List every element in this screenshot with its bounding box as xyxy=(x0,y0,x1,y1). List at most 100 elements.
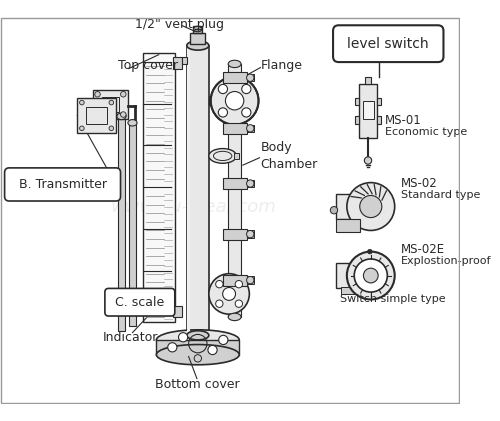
Bar xyxy=(356,268,366,283)
Circle shape xyxy=(364,268,378,283)
Bar xyxy=(222,72,246,83)
Bar xyxy=(222,229,246,240)
Bar xyxy=(193,26,202,33)
Circle shape xyxy=(218,108,228,117)
Ellipse shape xyxy=(210,77,258,125)
Circle shape xyxy=(109,100,114,105)
Text: level switch: level switch xyxy=(348,37,429,51)
Bar xyxy=(234,153,239,159)
Ellipse shape xyxy=(128,120,137,126)
Circle shape xyxy=(330,207,338,214)
Ellipse shape xyxy=(228,60,241,68)
Circle shape xyxy=(347,183,395,230)
Circle shape xyxy=(347,252,395,299)
Bar xyxy=(222,178,246,189)
Circle shape xyxy=(194,354,202,362)
Circle shape xyxy=(246,230,254,238)
Circle shape xyxy=(246,74,254,81)
Circle shape xyxy=(178,333,188,342)
Ellipse shape xyxy=(156,330,239,350)
Bar xyxy=(377,98,381,105)
Bar xyxy=(129,123,136,326)
Bar xyxy=(190,33,205,44)
Bar xyxy=(366,77,371,84)
Bar xyxy=(336,194,354,219)
Ellipse shape xyxy=(187,41,209,50)
Circle shape xyxy=(235,300,242,307)
Bar xyxy=(187,45,209,336)
Bar xyxy=(336,263,356,288)
Bar xyxy=(187,45,190,336)
Circle shape xyxy=(216,300,223,307)
Text: Standard type: Standard type xyxy=(401,189,480,200)
Text: C. scale: C. scale xyxy=(115,296,164,309)
Bar xyxy=(246,180,254,187)
Circle shape xyxy=(120,91,126,97)
Circle shape xyxy=(109,126,114,131)
Circle shape xyxy=(80,126,84,131)
Text: Indicator: Indicator xyxy=(103,330,158,344)
Text: Top cover: Top cover xyxy=(118,59,178,72)
Bar xyxy=(222,274,246,286)
Text: Body
Chamber: Body Chamber xyxy=(260,141,318,171)
Text: www.bu-ideal.com: www.bu-ideal.com xyxy=(110,197,276,216)
Circle shape xyxy=(246,180,254,187)
Text: Flange: Flange xyxy=(260,59,302,72)
Text: MS-01: MS-01 xyxy=(384,115,422,128)
Circle shape xyxy=(120,112,126,117)
Bar xyxy=(336,219,359,232)
Circle shape xyxy=(235,280,242,288)
Ellipse shape xyxy=(209,274,250,314)
Ellipse shape xyxy=(228,313,241,321)
Circle shape xyxy=(360,195,382,218)
Circle shape xyxy=(208,345,217,354)
FancyBboxPatch shape xyxy=(333,25,444,62)
Bar xyxy=(173,306,182,317)
Circle shape xyxy=(242,108,251,117)
Text: B. Transmitter: B. Transmitter xyxy=(18,178,106,191)
Bar xyxy=(246,125,254,132)
Circle shape xyxy=(242,85,251,93)
Bar xyxy=(182,56,187,64)
Bar xyxy=(188,330,207,343)
Bar xyxy=(78,98,116,133)
Bar xyxy=(355,116,359,124)
Circle shape xyxy=(246,277,254,284)
Ellipse shape xyxy=(209,149,236,163)
Bar xyxy=(355,98,359,105)
Bar xyxy=(246,230,254,238)
Circle shape xyxy=(80,100,84,105)
Circle shape xyxy=(95,112,100,117)
Bar xyxy=(362,101,374,119)
Bar xyxy=(377,116,381,124)
Circle shape xyxy=(168,343,177,352)
Bar xyxy=(209,289,229,298)
Text: Bottom cover: Bottom cover xyxy=(154,378,239,391)
Ellipse shape xyxy=(117,113,126,120)
Text: MS-02E: MS-02E xyxy=(401,243,446,256)
Ellipse shape xyxy=(156,344,239,365)
Bar xyxy=(228,64,241,317)
Bar xyxy=(142,53,175,322)
Bar xyxy=(86,107,106,124)
Text: Explostion-proof: Explostion-proof xyxy=(401,256,492,266)
Bar xyxy=(102,97,118,112)
Circle shape xyxy=(218,85,228,93)
FancyBboxPatch shape xyxy=(105,288,175,316)
Circle shape xyxy=(216,280,223,288)
Text: MS-02: MS-02 xyxy=(401,177,438,190)
Bar xyxy=(222,123,246,134)
Bar xyxy=(118,118,125,331)
Circle shape xyxy=(226,91,244,110)
Circle shape xyxy=(368,249,372,254)
Circle shape xyxy=(218,336,228,344)
Ellipse shape xyxy=(194,26,202,32)
Bar xyxy=(209,96,234,105)
Circle shape xyxy=(222,288,235,300)
Bar xyxy=(359,84,377,138)
Bar xyxy=(156,340,239,354)
Bar xyxy=(246,74,254,81)
Circle shape xyxy=(364,157,372,164)
Ellipse shape xyxy=(187,331,209,340)
Circle shape xyxy=(354,259,388,292)
